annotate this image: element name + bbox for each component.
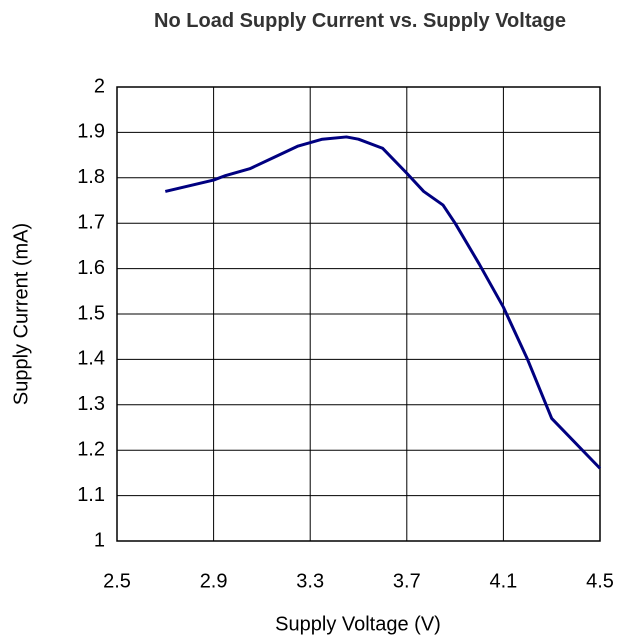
y-tick-label: 1.3 [77, 393, 105, 415]
plot-border [116, 86, 601, 542]
x-tick-label: 4.1 [489, 570, 517, 592]
x-axis-label: Supply Voltage (V) [275, 613, 441, 635]
y-tick-label: 1 [94, 529, 105, 551]
x-tick-label: 3.3 [296, 570, 324, 592]
x-tick-label: 2.9 [200, 570, 228, 592]
data-line [164, 135, 602, 470]
y-tick-label: 1.8 [77, 166, 105, 188]
y-tick-label: 1.6 [77, 257, 105, 279]
y-tick-label: 2 [94, 75, 105, 97]
y-tick-label: 1.9 [77, 121, 105, 143]
x-tick-label: 2.5 [103, 570, 131, 592]
x-tick-label: 3.7 [393, 570, 421, 592]
y-tick-label: 1.4 [77, 348, 105, 370]
x-tick-label: 4.5 [586, 570, 614, 592]
y-tick-label: 1.5 [77, 302, 105, 324]
y-tick-label: 1.7 [77, 211, 105, 233]
y-axis-label: Supply Current (mA) [10, 223, 32, 405]
y-tick-label: 1.1 [77, 484, 105, 506]
chart-title: No Load Supply Current vs. Supply Voltag… [154, 10, 566, 32]
y-tick-label: 1.2 [77, 438, 105, 460]
